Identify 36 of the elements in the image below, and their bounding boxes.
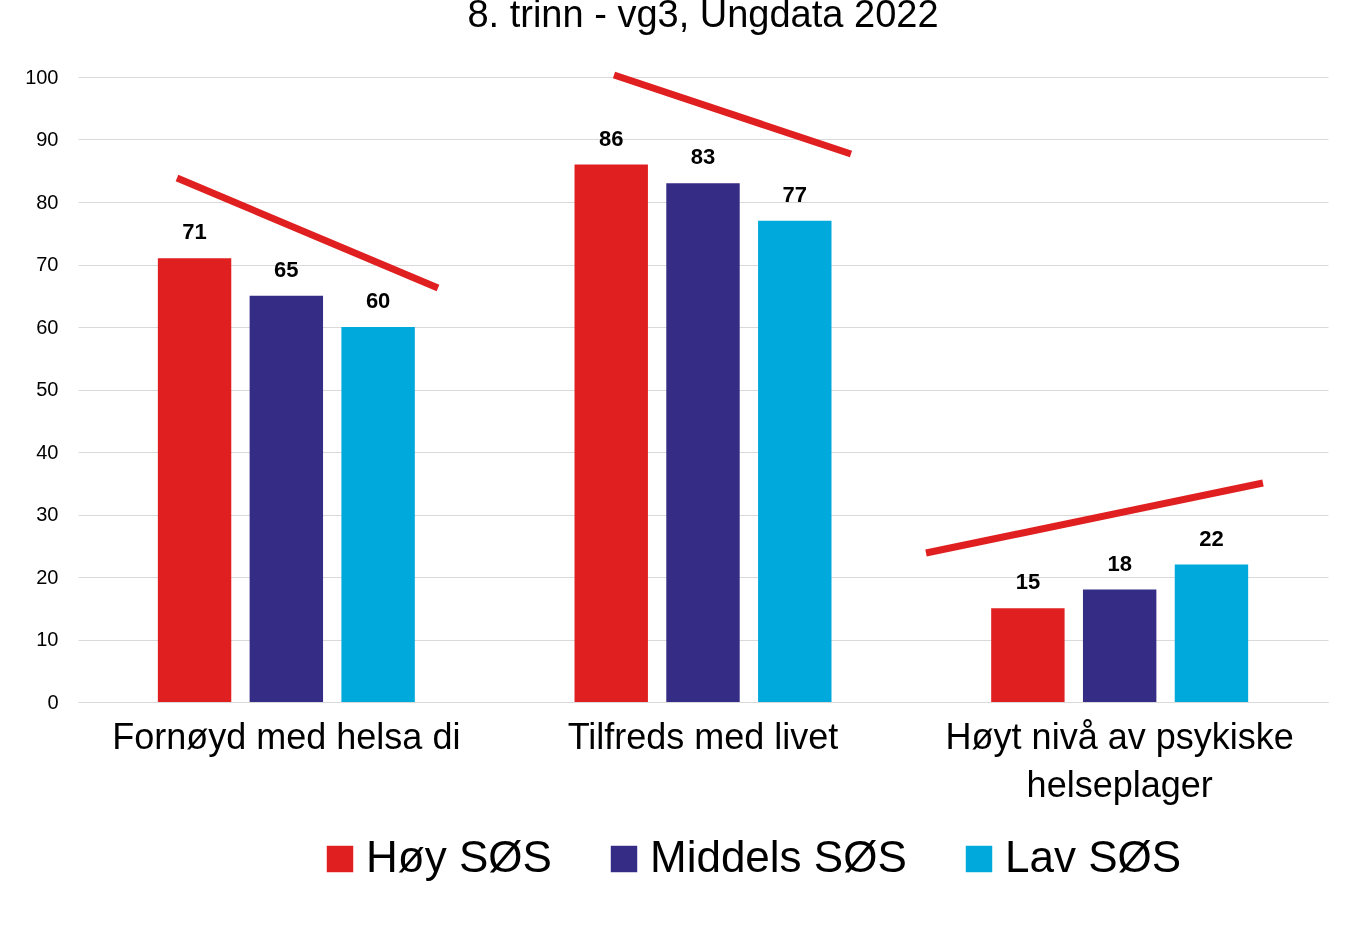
data-label: 86: [598, 125, 624, 151]
data-label: 60: [365, 288, 391, 313]
y-tick-label: 0: [47, 690, 59, 713]
y-tick-label: 80: [36, 190, 59, 213]
y-tick-label: 100: [25, 65, 59, 88]
data-label: 22: [1199, 525, 1224, 551]
y-tick-label: 60: [36, 315, 59, 338]
bar: [157, 258, 232, 702]
bar: [991, 608, 1065, 702]
y-tick-label: 30: [36, 503, 59, 525]
bar: [1082, 589, 1157, 702]
bar: [1174, 564, 1249, 702]
legend-label: Høy SØS: [366, 832, 552, 881]
y-tick-label: 70: [36, 253, 59, 275]
y-tick-label: 20: [36, 565, 59, 588]
legend-label: Middels SØS: [650, 832, 907, 881]
x-tick-label: Høyt nivå av psykiske helseplager: [945, 715, 1294, 805]
y-tick-label: 10: [36, 628, 59, 650]
y-tick-label: 40: [36, 440, 59, 463]
y-tick-label: 50: [36, 378, 59, 400]
bar: [249, 295, 324, 702]
data-label: 15: [1015, 569, 1041, 595]
x-tick-label: Tilfreds med livet: [567, 715, 839, 757]
bar: [666, 183, 740, 702]
bar: [341, 327, 415, 702]
data-label: 83: [690, 144, 716, 170]
data-label: 18: [1107, 550, 1132, 576]
x-tick-label: Fornøyd med helsa di: [112, 715, 461, 757]
bar: [758, 220, 832, 702]
chart-title: 8. trinn - vg3, Ungdata 2022: [467, 0, 939, 35]
data-label: 71: [182, 219, 207, 245]
bar: [574, 164, 648, 702]
legend-label: Lav SØS: [1005, 832, 1182, 881]
y-tick-label: 90: [36, 128, 59, 150]
data-label: 77: [782, 181, 808, 207]
data-label: 65: [274, 256, 299, 282]
